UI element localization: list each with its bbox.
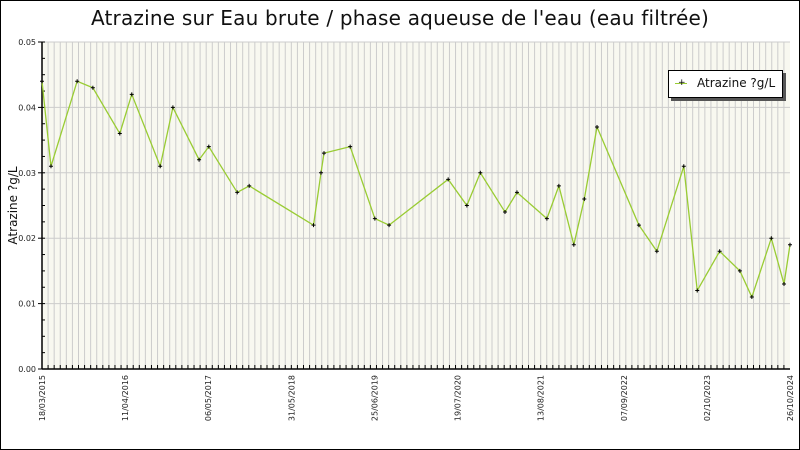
data-point-marker xyxy=(446,177,451,182)
data-point-marker xyxy=(197,157,202,162)
y-tick-label: 0.00 xyxy=(18,365,36,374)
legend-marker-icon: + xyxy=(678,78,686,88)
plot-background xyxy=(42,42,790,369)
data-point-marker xyxy=(321,151,326,156)
data-point-marker xyxy=(595,125,600,130)
data-point-marker xyxy=(319,170,324,175)
data-point-marker xyxy=(769,236,774,241)
data-point-marker xyxy=(737,268,742,273)
chart-title: Atrazine sur Eau brute / phase aqueuse d… xyxy=(90,6,710,30)
x-tick-label: 02/10/2023 xyxy=(703,375,712,421)
data-point-marker xyxy=(478,170,483,175)
data-point-marker xyxy=(544,216,549,221)
data-point-marker xyxy=(48,164,53,169)
data-point-marker xyxy=(235,190,240,195)
data-point-marker xyxy=(247,183,252,188)
y-axis-label: Atrazine ?g/L xyxy=(6,166,20,244)
x-tick-label: 07/09/2022 xyxy=(620,375,629,421)
data-point-marker xyxy=(311,223,316,228)
x-tick-label: 25/06/2019 xyxy=(370,375,379,421)
data-point-marker xyxy=(749,295,754,300)
legend: + Atrazine ?g/L xyxy=(668,70,783,98)
data-point-marker xyxy=(503,210,508,215)
data-point-marker xyxy=(571,242,576,247)
y-tick-label: 0.01 xyxy=(18,300,36,309)
data-point-marker xyxy=(464,203,469,208)
x-tick-label: 13/08/2021 xyxy=(537,375,546,421)
x-tick-label: 11/04/2016 xyxy=(121,375,130,421)
data-point-marker xyxy=(372,216,377,221)
data-point-marker xyxy=(582,196,587,201)
y-tick-label: 0.03 xyxy=(18,169,36,178)
x-tick-label: 26/10/2024 xyxy=(786,375,795,421)
data-point-marker xyxy=(170,105,175,110)
data-point-marker xyxy=(782,281,787,286)
y-tick-label: 0.04 xyxy=(18,103,36,112)
data-line xyxy=(41,80,791,299)
data-point-marker xyxy=(90,85,95,90)
data-point-marker xyxy=(788,242,792,247)
data-point-marker xyxy=(556,183,561,188)
x-tick-label: 18/03/2015 xyxy=(38,375,47,421)
x-tick-label: 19/07/2020 xyxy=(454,375,463,421)
data-point-marker xyxy=(40,79,44,84)
legend-label: Atrazine ?g/L xyxy=(697,76,776,90)
data-point-marker xyxy=(129,92,134,97)
data-point-marker xyxy=(158,164,163,169)
data-point-marker xyxy=(681,164,686,169)
data-point-marker xyxy=(654,249,659,254)
data-point-marker xyxy=(348,144,353,149)
y-tick-label: 0.02 xyxy=(18,234,36,243)
legend-line-swatch xyxy=(675,83,687,84)
data-point-marker xyxy=(695,288,700,293)
x-tick-label: 06/05/2017 xyxy=(204,375,213,421)
data-point-marker xyxy=(75,79,80,84)
data-point-marker xyxy=(206,144,211,149)
y-tick-label: 0.05 xyxy=(18,38,36,47)
data-point-marker xyxy=(117,131,122,136)
data-point-marker xyxy=(514,190,519,195)
data-point-marker xyxy=(636,223,641,228)
data-point-marker xyxy=(387,223,392,228)
data-point-marker xyxy=(717,249,722,254)
x-tick-label: 31/05/2018 xyxy=(287,375,296,421)
